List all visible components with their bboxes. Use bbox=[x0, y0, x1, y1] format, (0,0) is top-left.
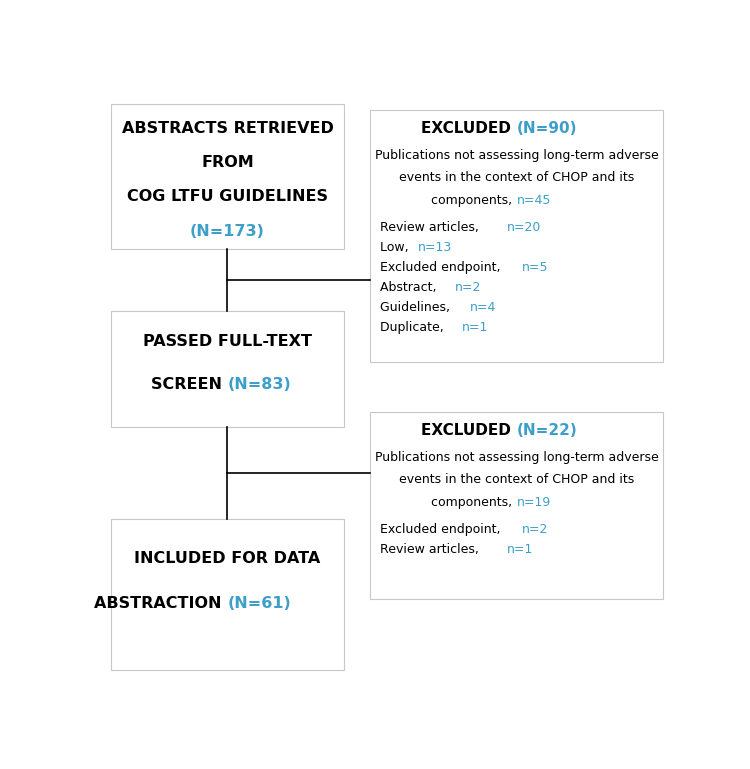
Text: (N=173): (N=173) bbox=[190, 224, 265, 238]
FancyBboxPatch shape bbox=[111, 518, 344, 670]
Text: (N=22): (N=22) bbox=[517, 423, 578, 438]
FancyBboxPatch shape bbox=[370, 110, 663, 361]
Text: Review articles,: Review articles, bbox=[380, 543, 483, 556]
Text: n=19: n=19 bbox=[517, 495, 550, 508]
Text: EXCLUDED: EXCLUDED bbox=[422, 423, 517, 438]
Text: Publications not assessing long-term adverse: Publications not assessing long-term adv… bbox=[375, 148, 658, 161]
Text: ABSTRACTION: ABSTRACTION bbox=[94, 595, 227, 611]
Text: events in the context of CHOP and its: events in the context of CHOP and its bbox=[399, 473, 634, 486]
Text: (N=90): (N=90) bbox=[517, 121, 577, 135]
Text: INCLUDED FOR DATA: INCLUDED FOR DATA bbox=[134, 551, 320, 566]
Text: n=1: n=1 bbox=[507, 543, 533, 556]
Text: components,: components, bbox=[431, 495, 517, 508]
Text: Excluded endpoint,: Excluded endpoint, bbox=[380, 261, 505, 274]
Text: (N=61): (N=61) bbox=[227, 595, 291, 611]
Text: n=2: n=2 bbox=[454, 281, 481, 295]
FancyBboxPatch shape bbox=[111, 104, 344, 249]
Text: n=45: n=45 bbox=[517, 194, 551, 207]
Text: PASSED FULL-TEXT: PASSED FULL-TEXT bbox=[143, 334, 312, 349]
Text: Publications not assessing long-term adverse: Publications not assessing long-term adv… bbox=[375, 451, 658, 464]
FancyBboxPatch shape bbox=[370, 412, 663, 598]
Text: n=4: n=4 bbox=[470, 301, 496, 315]
Text: FROM: FROM bbox=[201, 155, 254, 170]
Text: Duplicate,: Duplicate, bbox=[380, 321, 448, 335]
Text: (N=83): (N=83) bbox=[227, 377, 291, 391]
Text: n=5: n=5 bbox=[521, 261, 548, 274]
Text: n=20: n=20 bbox=[507, 221, 541, 234]
Text: COG LTFU GUIDELINES: COG LTFU GUIDELINES bbox=[127, 189, 328, 205]
Text: events in the context of CHOP and its: events in the context of CHOP and its bbox=[399, 171, 634, 184]
Text: Guidelines,: Guidelines, bbox=[380, 301, 454, 315]
Text: ABSTRACTS RETRIEVED: ABSTRACTS RETRIEVED bbox=[122, 121, 333, 135]
Text: n=1: n=1 bbox=[462, 321, 488, 335]
Text: Low,: Low, bbox=[380, 241, 413, 254]
Text: SCREEN: SCREEN bbox=[151, 377, 227, 391]
Text: n=13: n=13 bbox=[418, 241, 452, 254]
Text: Abstract,: Abstract, bbox=[380, 281, 441, 295]
Text: Review articles,: Review articles, bbox=[380, 221, 483, 234]
Text: n=2: n=2 bbox=[521, 523, 548, 536]
FancyBboxPatch shape bbox=[111, 311, 344, 427]
Text: Excluded endpoint,: Excluded endpoint, bbox=[380, 523, 505, 536]
Text: EXCLUDED: EXCLUDED bbox=[422, 121, 517, 135]
Text: components,: components, bbox=[431, 194, 517, 207]
